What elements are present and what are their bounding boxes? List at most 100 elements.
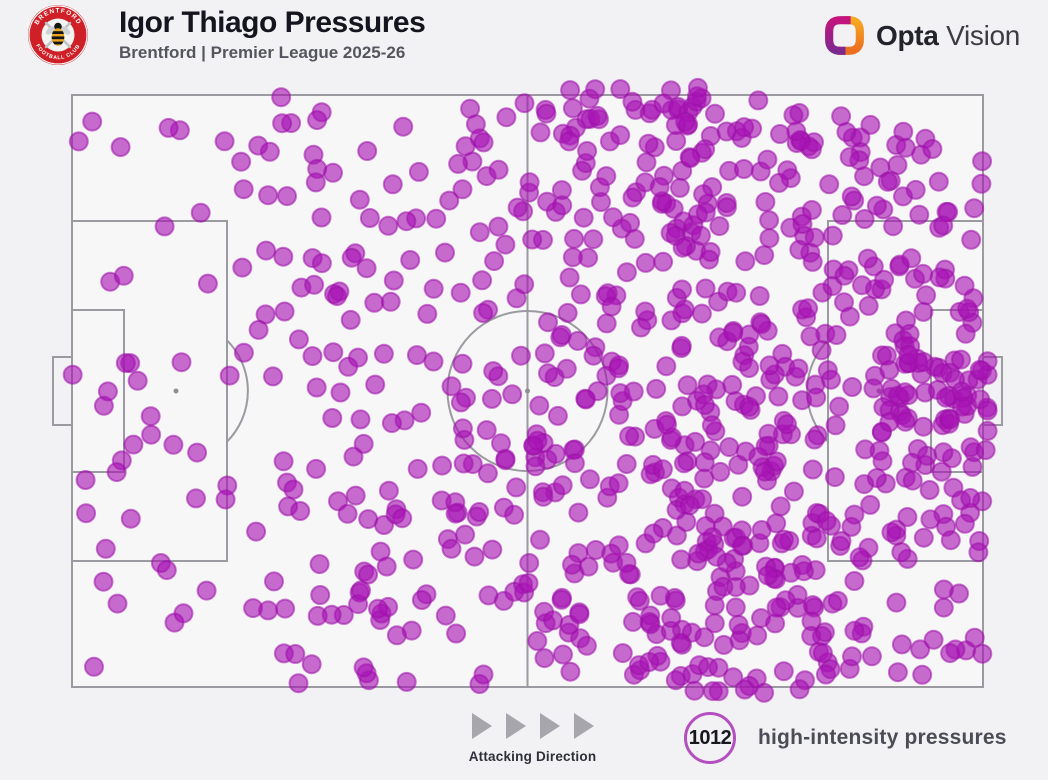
pressure-dot: [527, 430, 548, 451]
pressure-dot: [400, 250, 421, 270]
pressure-dot: [411, 590, 432, 610]
pressure-dot: [674, 453, 694, 474]
pressure-dot: [652, 459, 673, 480]
pressure-dot: [441, 538, 462, 559]
pressure-dot: [570, 284, 591, 305]
pressure-dot: [671, 549, 692, 570]
right-arrow-icon: [573, 713, 594, 739]
pressure-dot: [585, 79, 606, 100]
pressure-dot: [766, 451, 787, 472]
pressure-dot: [68, 131, 89, 152]
pressure-dot: [920, 509, 941, 530]
pressure-dot: [777, 160, 798, 181]
pressure-dot: [757, 565, 778, 586]
pressure-dot: [271, 87, 292, 108]
opta-wordmark-bold: Opta: [876, 19, 939, 51]
pressure-dot: [969, 360, 990, 380]
pressure-dot: [643, 523, 664, 544]
pressure-dot: [671, 335, 692, 356]
pressure-dot: [309, 554, 330, 575]
pressure-dot: [940, 643, 961, 664]
pressure-dot: [349, 189, 370, 210]
pressure-dot: [706, 546, 727, 567]
pressure-dot: [511, 345, 531, 366]
pressure-dot: [834, 265, 855, 286]
pressure-dot: [107, 593, 128, 614]
pressure-dot: [560, 80, 581, 101]
pressure-dot: [573, 207, 594, 228]
pressure-dot: [432, 455, 453, 476]
pressure-dot: [556, 358, 577, 379]
pressure-dot: [448, 153, 469, 174]
pressure-dot: [529, 395, 550, 416]
bee-icon: [45, 22, 71, 46]
pressure-dot: [196, 580, 217, 601]
pressure-dot: [283, 479, 304, 500]
pressure-dot: [874, 269, 895, 290]
attacking-direction-arrows: [450, 712, 615, 740]
pressure-dot: [393, 116, 414, 137]
pressure-dot: [802, 251, 823, 272]
pressure-dot: [455, 524, 476, 545]
pressure-dot: [905, 179, 926, 200]
pressure-dot: [758, 423, 779, 444]
pressure-dot: [495, 234, 516, 255]
pressure-dot: [258, 185, 279, 206]
right-arrow-icon: [471, 713, 492, 739]
pressure-dot: [610, 125, 631, 146]
pressure-dot: [473, 132, 494, 153]
pressure-dot: [341, 247, 362, 268]
pressure-dot: [304, 274, 325, 295]
pressure-dot: [811, 340, 832, 361]
pressure-dot: [506, 477, 527, 498]
pressure-dot: [725, 597, 746, 618]
pressure-dot: [396, 671, 417, 692]
pressure-dot: [557, 302, 578, 323]
pressure-dot: [435, 605, 456, 626]
pressure-dot: [854, 209, 875, 229]
pressure-dot: [793, 561, 814, 582]
pressure-dot: [380, 291, 401, 312]
pressure-dot: [844, 620, 865, 641]
pressure-dot: [310, 585, 331, 605]
pressure-dot: [273, 246, 294, 267]
pressure-dot: [855, 439, 876, 460]
pressure-dot: [585, 540, 606, 560]
pressure-dot: [733, 159, 754, 179]
pressure-dot: [76, 503, 97, 524]
pressure-dot: [396, 211, 417, 232]
pressure-dot: [968, 542, 989, 563]
pressure-dot: [536, 103, 557, 124]
pressure-dot: [972, 151, 993, 172]
pressure-dot: [620, 212, 641, 233]
pressure-dot: [538, 312, 558, 333]
pressure-dot: [612, 643, 633, 664]
pressure-dot: [977, 400, 998, 421]
pressure-dot: [902, 470, 923, 491]
pressure-dot: [473, 664, 494, 685]
pressure-dot: [898, 344, 919, 365]
right-arrow-icon: [539, 713, 560, 739]
pressure-dot: [337, 503, 358, 524]
pressure-dot: [488, 159, 509, 180]
pressure-dot: [886, 592, 907, 613]
pressure-dot: [514, 93, 535, 114]
pressure-dot: [777, 414, 797, 435]
pressure-dot: [275, 598, 296, 619]
pressure-dot: [773, 661, 794, 682]
pressure-dot: [435, 242, 455, 263]
pressure-dot: [653, 93, 674, 114]
pressure-dot: [311, 207, 332, 228]
pressure-dot: [913, 263, 934, 284]
pressure-dot: [901, 248, 922, 269]
pressure-dot: [127, 370, 148, 391]
pressure-dot: [356, 258, 377, 279]
pressure-dot: [446, 623, 467, 644]
left-goal: [52, 356, 73, 426]
pressure-dot: [849, 547, 870, 568]
pressure-dot: [675, 111, 696, 132]
pressure-dot: [488, 216, 509, 237]
pressure-dot: [716, 197, 737, 218]
pressure-dot: [751, 314, 772, 335]
